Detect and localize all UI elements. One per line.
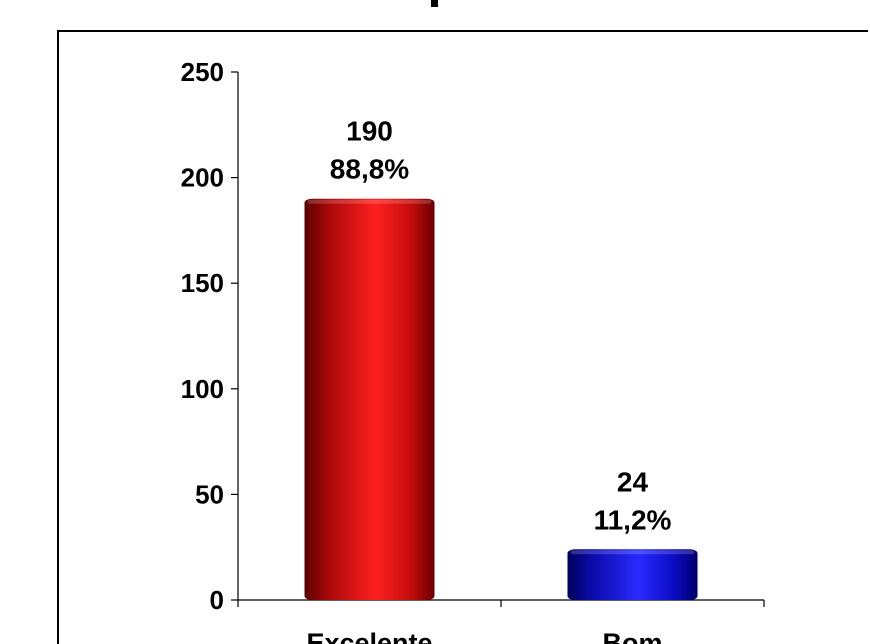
bar-highlight bbox=[307, 199, 432, 204]
bar-excelente bbox=[304, 198, 435, 600]
data-labels: 190 88,8% 24 11,2% bbox=[330, 116, 672, 536]
chart-frame bbox=[57, 30, 868, 644]
value-label: 190 bbox=[346, 116, 393, 147]
y-tick-label: 50 bbox=[195, 479, 224, 509]
y-tick-label: 150 bbox=[181, 268, 224, 298]
y-axis-ticks: 0 50 100 150 200 250 bbox=[181, 57, 238, 615]
value-label: 24 bbox=[617, 466, 649, 497]
percent-label: 88,8% bbox=[330, 154, 409, 185]
bars bbox=[304, 198, 698, 600]
x-axis-ticks bbox=[237, 600, 765, 607]
bar-bom bbox=[567, 549, 698, 600]
y-tick-label: 0 bbox=[210, 585, 224, 615]
y-tick-label: 200 bbox=[181, 163, 224, 193]
y-tick-label: 100 bbox=[181, 374, 224, 404]
category-labels: Excelente Bom bbox=[306, 628, 662, 644]
category-label: Excelente bbox=[306, 628, 432, 644]
title-fragment bbox=[431, 0, 438, 7]
bar-highlight bbox=[570, 550, 695, 555]
y-tick-label: 250 bbox=[181, 57, 224, 87]
percent-label: 11,2% bbox=[594, 504, 672, 535]
category-label: Bom bbox=[603, 628, 663, 644]
